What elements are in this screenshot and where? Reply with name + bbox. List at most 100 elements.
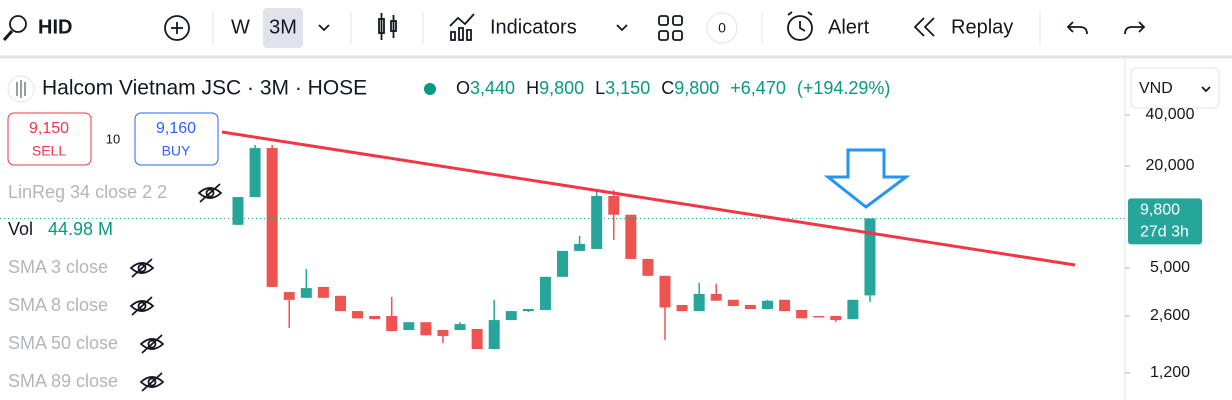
candle-body: [369, 316, 381, 320]
chevron[interactable]: [318, 24, 330, 32]
price-tag: 9,800 27d 3h: [1128, 198, 1202, 245]
legend-title: Halcom Vietnam JSC · 3M · HOSE: [42, 77, 367, 100]
candle-body: [539, 276, 551, 311]
replay-icon[interactable]: [913, 17, 935, 37]
candle-body: [830, 316, 842, 321]
candle-body: [608, 195, 620, 215]
ohlc-value: 3,440: [470, 78, 515, 98]
buy-button[interactable]: [134, 112, 219, 166]
vol-value: 44.98 M: [48, 219, 113, 239]
sell-button[interactable]: [7, 112, 92, 166]
indicator-label: SMA 3 close: [8, 257, 108, 277]
counter-badge: [706, 12, 738, 44]
candle-body: [591, 195, 603, 249]
price-tag-bg: [1128, 198, 1202, 245]
vol-key: Vol: [8, 219, 33, 239]
price-tag-price: 9,800: [1140, 202, 1180, 219]
alert-button[interactable]: Alert: [828, 16, 870, 38]
legend-icon-ring: [7, 75, 35, 103]
indicators-icon[interactable]: [449, 13, 475, 41]
ohlc-value: 3,150: [605, 78, 650, 98]
candle-body: [727, 299, 739, 306]
compare-button[interactable]: [164, 15, 190, 41]
candle-body: [488, 320, 500, 350]
ohlc-key: L: [595, 78, 605, 98]
buy-label[interactable]: BUY: [162, 143, 191, 159]
candle-body: [300, 288, 312, 298]
currency[interactable]: VND: [1139, 80, 1173, 97]
chart-type-icon[interactable]: [378, 13, 397, 40]
candle-body: [574, 243, 586, 251]
hidden-eye-icons[interactable]: [129, 183, 223, 392]
undo[interactable]: [1066, 21, 1088, 35]
chevron[interactable]: [1201, 86, 1211, 93]
candle-body: [642, 258, 654, 276]
candle-body: [625, 214, 637, 259]
indicator-label: SMA 8 close: [8, 295, 108, 315]
plot: [0, 144, 1125, 350]
search-icon: [2, 15, 27, 41]
interval-active[interactable]: 3M: [269, 16, 297, 38]
toolbar: [0, 0, 1232, 56]
candle-body: [522, 308, 534, 312]
counter: 0: [718, 20, 726, 36]
candle-body: [420, 322, 432, 336]
y-tick-label: 1,200: [1150, 364, 1190, 381]
candle-body: [471, 328, 483, 350]
ohlc: O3,440 H9,800 L3,150 C9,800 +6,470 (+194…: [456, 78, 890, 98]
candle-body: [505, 311, 517, 321]
chevron[interactable]: [616, 24, 628, 32]
currency-select[interactable]: [1130, 67, 1220, 109]
ohlc-value: 9,800: [539, 78, 584, 98]
replay-button[interactable]: Replay: [951, 16, 1013, 38]
change-pct: (+194.29%): [797, 78, 891, 98]
candle-body: [266, 148, 278, 287]
change: +6,470: [730, 78, 786, 98]
candle-body: [659, 275, 671, 308]
symbol[interactable]: HID: [38, 16, 72, 38]
status-dot: [424, 83, 436, 95]
legend-icon: [16, 80, 26, 98]
ohlc-key: O: [456, 78, 470, 98]
candle-body: [813, 316, 825, 318]
candle-body: [744, 304, 756, 309]
y-tick-label: 40,000: [1146, 106, 1195, 123]
candle-body: [352, 311, 364, 319]
y-tick-label: 5,000: [1150, 259, 1190, 276]
candle-body: [334, 295, 346, 312]
indicators-button[interactable]: Indicators: [490, 16, 577, 38]
candle-body: [779, 299, 791, 312]
alert-icon[interactable]: [787, 11, 813, 41]
buy-price[interactable]: 9,160: [156, 120, 196, 137]
candle-body: [710, 293, 722, 301]
spread: 10: [106, 131, 120, 146]
trend-line: [221, 130, 1076, 267]
ohlc-value: 9,800: [674, 78, 719, 98]
indicator-label: SMA 50 close: [8, 333, 118, 353]
interval-w[interactable]: W: [231, 16, 250, 38]
y-tick-label: 20,000: [1146, 157, 1195, 174]
candle-body: [847, 299, 859, 320]
candle-body: [676, 304, 688, 312]
ohlc-key: C: [661, 78, 674, 98]
indicator-label: SMA 89 close: [8, 371, 118, 391]
candle-body: [437, 329, 449, 337]
candle-body: [761, 300, 773, 309]
candle-body: [557, 250, 569, 277]
price-tag-countdown: 27d 3h: [1140, 224, 1189, 241]
candle-body: [232, 197, 244, 225]
candle-body: [386, 316, 398, 332]
candle-body: [403, 322, 415, 330]
arrow-annotation: [823, 148, 911, 209]
redo[interactable]: [1124, 21, 1146, 35]
candle-body: [796, 310, 808, 319]
candle-body: [317, 286, 329, 298]
sell-label[interactable]: SELL: [32, 143, 66, 159]
sell-price[interactable]: 9,150: [29, 120, 69, 137]
candle-body: [693, 293, 705, 312]
layout-icon[interactable]: [658, 15, 683, 41]
candle-body: [864, 218, 876, 296]
candle-body: [249, 148, 261, 198]
ohlc-key: H: [526, 78, 539, 98]
